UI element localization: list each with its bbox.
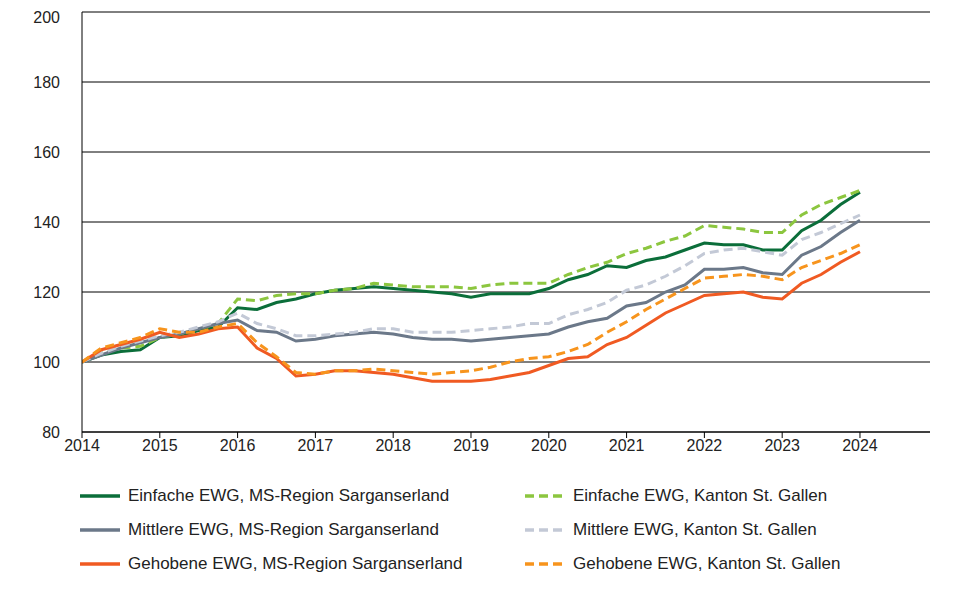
html-text:Gehobene EWG, MS-Region Sargan: Gehobene EWG, MS-Region Sarganserland <box>128 554 463 573</box>
html-text:Mittlere EWG, Kanton St. Galle: Mittlere EWG, Kanton St. Gallen <box>573 520 817 539</box>
svg-text:2016: 2016 <box>220 437 256 454</box>
svg-text:180: 180 <box>33 74 60 91</box>
svg-text:160: 160 <box>33 144 60 161</box>
html-text:Gehobene EWG, Kanton St. Galle: Gehobene EWG, Kanton St. Gallen <box>573 554 841 573</box>
html-text:Einfache EWG, Kanton St. Galle: Einfache EWG, Kanton St. Gallen <box>573 486 828 505</box>
svg-text:2017: 2017 <box>298 437 334 454</box>
svg-text:2018: 2018 <box>375 437 411 454</box>
svg-text:2023: 2023 <box>764 437 800 454</box>
svg-text:140: 140 <box>33 214 60 231</box>
svg-text:2022: 2022 <box>687 437 723 454</box>
svg-text:120: 120 <box>33 284 60 301</box>
svg-text:100: 100 <box>33 354 60 371</box>
html-text:Einfache EWG, MS-Region Sargan: Einfache EWG, MS-Region Sarganserland <box>128 486 450 505</box>
html-text:Mittlere EWG, MS-Region Sargan: Mittlere EWG, MS-Region Sarganserland <box>128 520 439 539</box>
svg-text:2019: 2019 <box>453 437 489 454</box>
svg-text:2020: 2020 <box>531 437 567 454</box>
svg-text:2024: 2024 <box>842 437 878 454</box>
svg-text:200: 200 <box>33 9 60 26</box>
svg-text:2015: 2015 <box>142 437 178 454</box>
svg-text:2021: 2021 <box>609 437 645 454</box>
svg-text:2014: 2014 <box>64 437 100 454</box>
svg-text:80: 80 <box>42 424 60 441</box>
